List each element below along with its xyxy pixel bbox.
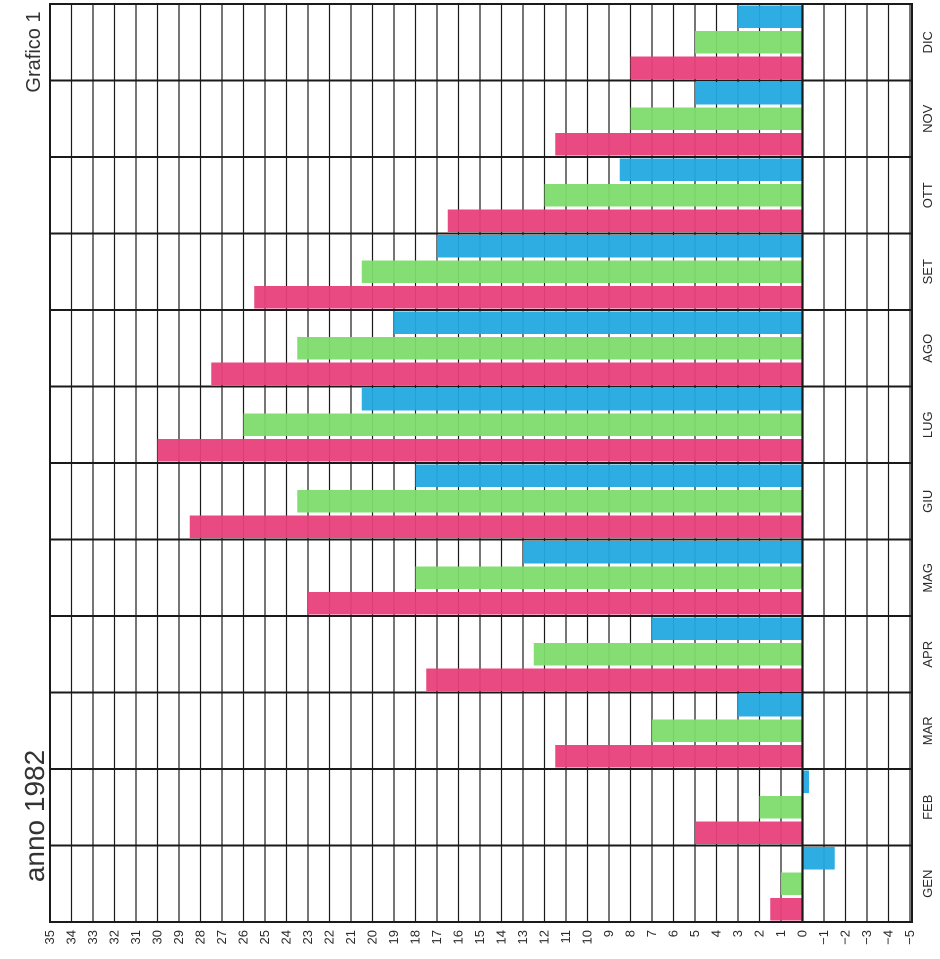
bar xyxy=(297,490,803,513)
x-tick-label: 1 xyxy=(773,930,788,937)
x-tick-label: 0 xyxy=(795,930,810,937)
x-tick-label: 24 xyxy=(279,930,294,944)
category-label: GIU xyxy=(920,490,935,513)
x-tick-label: 11 xyxy=(558,930,573,944)
x-tick-label: 18 xyxy=(408,930,423,944)
x-tick-label: −2 xyxy=(838,930,853,945)
x-tick-label: 16 xyxy=(451,930,466,944)
x-tick-label: 21 xyxy=(343,930,358,944)
x-tick-label: 32 xyxy=(107,930,122,944)
category-label: GEN xyxy=(920,870,935,898)
x-tick-label: 12 xyxy=(537,930,552,944)
bar xyxy=(695,821,803,844)
bar xyxy=(211,362,803,385)
category-label: MAG xyxy=(920,563,935,593)
x-tick-label: 15 xyxy=(472,930,487,944)
x-tick-label: −5 xyxy=(902,930,917,945)
bar xyxy=(738,5,803,28)
bar xyxy=(555,745,803,768)
x-tick-label: 13 xyxy=(515,930,530,944)
x-tick-label: 10 xyxy=(580,930,595,944)
bar xyxy=(781,872,803,895)
bars xyxy=(157,5,835,921)
bar xyxy=(630,56,803,79)
bar xyxy=(738,694,803,717)
bar xyxy=(770,898,803,921)
bar xyxy=(361,260,803,283)
bar xyxy=(555,133,803,156)
bar xyxy=(254,286,803,309)
bar xyxy=(157,439,803,462)
x-axis-ticks: 35 34 33 32 31 30 29 28 27 26 25 24 23 22 21 20 19 18 17 16… xyxy=(42,930,917,945)
bar xyxy=(523,541,803,564)
bar xyxy=(308,592,803,615)
x-tick-label: 29 xyxy=(171,930,186,944)
x-tick-label: 20 xyxy=(365,930,380,944)
x-tick-label: −4 xyxy=(881,930,896,945)
category-label: NOV xyxy=(920,104,935,133)
x-tick-label: 23 xyxy=(300,930,315,944)
x-tick-label: 28 xyxy=(193,930,208,944)
x-tick-label: 25 xyxy=(257,930,272,944)
x-tick-label: 35 xyxy=(42,930,57,944)
x-tick-label: 9 xyxy=(601,930,616,937)
bar xyxy=(361,388,803,411)
bar xyxy=(630,107,803,130)
x-tick-label: 26 xyxy=(236,930,251,944)
month-labels: GEN FEB MAR APR MAG GIU LUG AGO SET OTT NOV DIC xyxy=(920,31,935,898)
x-tick-label: −3 xyxy=(859,930,874,945)
bar xyxy=(437,235,803,258)
x-tick-label: −1 xyxy=(816,930,831,945)
bar xyxy=(415,464,803,487)
x-tick-label: 22 xyxy=(322,930,337,944)
x-tick-label: 6 xyxy=(666,930,681,937)
x-tick-label: 33 xyxy=(85,930,100,944)
x-tick-label: 8 xyxy=(623,930,638,937)
x-tick-label: 14 xyxy=(494,930,509,944)
frame xyxy=(49,3,913,923)
bar xyxy=(243,413,803,436)
category-label: AGO xyxy=(920,334,935,363)
bar xyxy=(652,719,803,742)
bar xyxy=(297,337,803,360)
bar xyxy=(695,82,803,105)
bar xyxy=(544,184,803,207)
bar xyxy=(189,515,803,538)
x-tick-label: 30 xyxy=(150,930,165,944)
category-label: LUG xyxy=(920,411,935,438)
x-tick-label: 5 xyxy=(687,930,702,937)
chart-subtitle: anno 1982 xyxy=(19,750,50,882)
x-tick-label: 4 xyxy=(709,930,724,937)
bar xyxy=(426,668,803,691)
category-label: MAR xyxy=(920,716,935,745)
bar xyxy=(652,617,803,640)
x-tick-label: 34 xyxy=(64,930,79,944)
bar xyxy=(415,566,803,589)
bar xyxy=(394,311,803,334)
bar xyxy=(619,158,803,181)
bar xyxy=(533,643,803,666)
bar xyxy=(802,847,835,870)
category-label: FEB xyxy=(920,795,935,820)
x-tick-label: 27 xyxy=(214,930,229,944)
bar xyxy=(447,209,803,232)
x-tick-label: 19 xyxy=(386,930,401,944)
bar xyxy=(695,31,803,54)
x-tick-label: 2 xyxy=(752,930,767,937)
bar xyxy=(759,796,803,819)
category-label: DIC xyxy=(920,31,935,53)
bar xyxy=(802,770,809,793)
x-tick-label: 31 xyxy=(128,930,143,944)
category-label: APR xyxy=(920,641,935,668)
x-tick-label: 7 xyxy=(644,930,659,937)
chart-title: Grafico 1 xyxy=(23,11,45,92)
category-label: OTT xyxy=(920,182,935,208)
category-label: SET xyxy=(920,259,935,284)
x-tick-label: 17 xyxy=(429,930,444,944)
x-tick-label: 3 xyxy=(730,930,745,937)
